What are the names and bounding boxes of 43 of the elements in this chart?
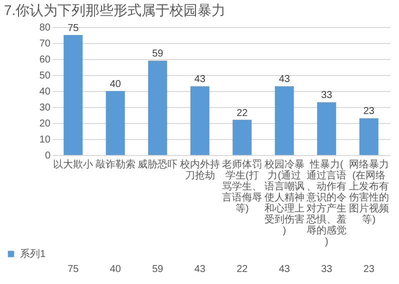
y-tick-label: 0 <box>44 150 51 162</box>
y-tick-label: 50 <box>39 70 51 82</box>
text: 59 <box>152 48 164 60</box>
data-label: 40 <box>110 264 122 275</box>
data-label: 75 <box>68 264 80 275</box>
bar <box>317 102 336 155</box>
text: 33 <box>321 90 332 102</box>
x-tick-label: 校园冷暴力(通过语言嘲讽使人精神和心理上受到伤害) <box>263 158 304 236</box>
x-tick-label: 性暴力(通过言语、动作有意识的令对方产生恐惧、羞辱的感觉) <box>306 158 347 248</box>
bar <box>106 91 125 155</box>
chart-title: 7.你认为下列那些形式属于校园暴力 <box>4 2 226 18</box>
bar <box>64 35 83 155</box>
y-tick-label: 30 <box>39 102 51 114</box>
y-tick-label: 40 <box>39 86 51 98</box>
bar <box>148 60 168 155</box>
text: 22 <box>236 108 248 119</box>
x-tick-label: 老师体罚学生(打骂学生、言语侮辱等) <box>222 158 262 214</box>
data-label: 43 <box>194 264 206 275</box>
data-label: 33 <box>321 264 333 275</box>
y-tick-label: 10 <box>39 134 51 146</box>
y-tick-label: 70 <box>39 38 51 50</box>
data-label: 23 <box>363 264 375 275</box>
bar <box>359 118 378 155</box>
text: 43 <box>194 74 206 86</box>
text: 23 <box>363 106 374 118</box>
data-label: 59 <box>152 264 164 275</box>
bar <box>190 86 210 155</box>
x-tick-label: 校内外持刀抢劫 <box>178 158 220 182</box>
x-tick-label: 以大欺小 <box>53 158 94 170</box>
x-tick-label: 敲诈勒索 <box>95 158 136 170</box>
y-tick-label: 20 <box>39 118 51 130</box>
data-label: 22 <box>236 264 248 275</box>
x-tick-label: 网络暴力(在网络上发布有伤害性的图片视频等) <box>348 158 389 226</box>
bar <box>232 120 252 155</box>
y-tick-label: 60 <box>39 54 51 66</box>
bar <box>274 86 294 155</box>
legend-label: 系列1 <box>20 248 46 260</box>
text: 75 <box>68 23 79 34</box>
y-tick-label: 80 <box>39 22 51 34</box>
text: 40 <box>110 79 121 90</box>
x-tick-label: 威胁恐吓 <box>138 158 178 170</box>
data-label: 43 <box>278 264 290 275</box>
text: 43 <box>278 74 290 86</box>
